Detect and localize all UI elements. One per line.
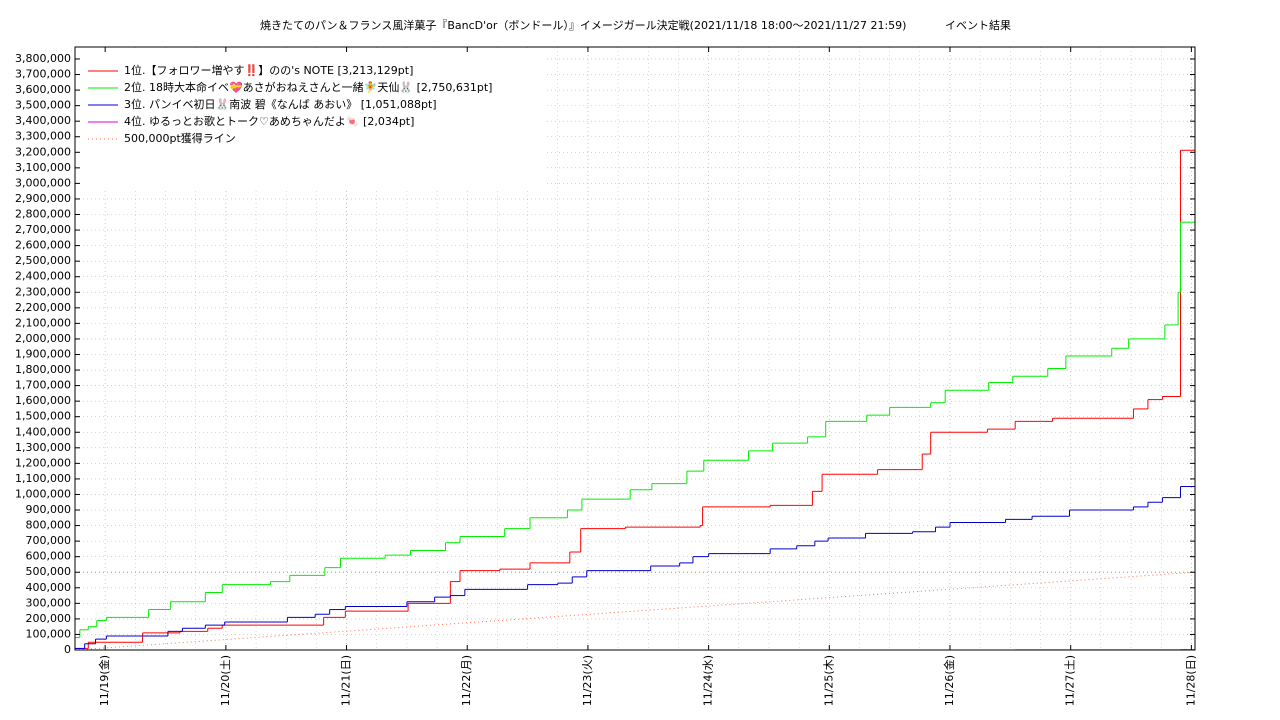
y-tick-label: 1,300,000 [15, 441, 71, 454]
x-tick-label: 11/21(日) [340, 655, 353, 706]
legend: 1位.【フォロワー増やす‼️】のの's NOTE [3,213,129pt] 2位… [76, 48, 546, 188]
y-tick-label: 1,200,000 [15, 456, 71, 469]
y-tick-label: 700,000 [26, 534, 72, 547]
chart-subtitle: イベント結果 [945, 18, 1011, 32]
y-tick-label: 3,500,000 [15, 99, 71, 112]
legend-label: 500,000pt獲得ライン [124, 132, 236, 145]
y-tick-label: 3,000,000 [15, 176, 71, 189]
y-tick-label: 1,800,000 [15, 363, 71, 376]
y-tick-label: 2,400,000 [15, 270, 71, 283]
y-tick-label: 1,500,000 [15, 410, 71, 423]
y-tick-label: 600,000 [26, 550, 72, 563]
y-tick-label: 3,100,000 [15, 161, 71, 174]
y-tick-label: 0 [64, 643, 71, 656]
y-tick-label: 3,600,000 [15, 83, 71, 96]
x-tick-label: 11/24(水) [702, 655, 715, 706]
y-tick-label: 3,700,000 [15, 68, 71, 81]
x-tick-label: 11/25(木) [822, 655, 835, 706]
x-tick-label: 11/23(火) [581, 655, 594, 706]
x-tick-label: 11/27(土) [1064, 655, 1077, 706]
legend-label: 2位. 18時大本命イベ💝あさがおねえさんと一緒🧚天仙🐰 [2,750,631p… [124, 80, 492, 94]
y-tick-label: 3,200,000 [15, 145, 71, 158]
y-tick-label: 2,200,000 [15, 301, 71, 314]
y-tick-label: 900,000 [26, 503, 72, 516]
y-tick-label: 2,900,000 [15, 192, 71, 205]
y-tick-label: 2,500,000 [15, 254, 71, 267]
y-tick-label: 2,300,000 [15, 285, 71, 298]
y-tick-label: 2,600,000 [15, 239, 71, 252]
y-tick-label: 300,000 [26, 596, 72, 609]
y-tick-label: 1,700,000 [15, 379, 71, 392]
y-tick-label: 3,400,000 [15, 114, 71, 127]
y-tick-label: 1,000,000 [15, 487, 71, 500]
y-tick-label: 3,800,000 [15, 52, 71, 65]
x-tick-label: 11/19(金) [97, 655, 111, 706]
y-tick-label: 1,100,000 [15, 472, 71, 485]
y-tick-label: 1,900,000 [15, 347, 71, 360]
y-tick-label: 3,300,000 [15, 130, 71, 143]
legend-label: 3位. パンイベ初日🐰南波 碧《なんば あおい》 [1,051,088pt] [124, 97, 437, 111]
x-tick-label: 11/22(月) [460, 655, 473, 706]
y-tick-label: 100,000 [26, 627, 72, 640]
x-tick-label: 11/28(日) [1184, 655, 1197, 706]
legend-label: 4位. ゆるっとお歌とトーク♡あめちゃんだよ🍬 [2,034pt] [124, 114, 414, 128]
y-tick-label: 500,000 [26, 565, 72, 578]
y-tick-label: 200,000 [26, 612, 72, 625]
y-tick-label: 800,000 [26, 519, 72, 532]
y-tick-label: 1,600,000 [15, 394, 71, 407]
legend-label: 1位.【フォロワー増やす‼️】のの's NOTE [3,213,129pt] [124, 63, 413, 77]
chart-title: 焼きたてのパン＆フランス風洋菓子『BancD'or（ボンドール）』イメージガール… [260, 18, 906, 32]
y-tick-label: 2,700,000 [15, 223, 71, 236]
plot-frame [74, 46, 1196, 651]
x-tick-label: 11/20(土) [219, 655, 232, 706]
y-tick-label: 2,800,000 [15, 208, 71, 221]
x-tick-label: 11/26(金) [942, 655, 956, 706]
y-tick-label: 2,100,000 [15, 316, 71, 329]
y-tick-label: 1,400,000 [15, 425, 71, 438]
y-tick-label: 400,000 [26, 581, 72, 594]
y-tick-label: 2,000,000 [15, 332, 71, 345]
axes: 0 100,000 200,000 300,000 400,000 500,000 600,… [15, 46, 1197, 706]
legend-box [76, 48, 546, 188]
